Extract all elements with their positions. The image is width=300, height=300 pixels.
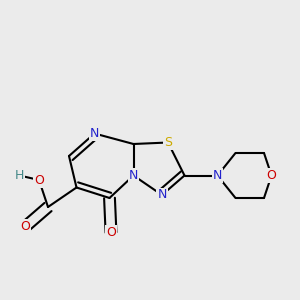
Text: N: N xyxy=(213,169,222,182)
Text: O: O xyxy=(34,173,44,187)
Text: N: N xyxy=(157,188,167,202)
Text: S: S xyxy=(164,136,172,149)
Text: O: O xyxy=(106,226,116,239)
Text: N: N xyxy=(129,169,138,182)
Text: H: H xyxy=(15,169,24,182)
Text: O: O xyxy=(21,220,30,233)
Text: O: O xyxy=(267,169,276,182)
Text: N: N xyxy=(90,127,99,140)
